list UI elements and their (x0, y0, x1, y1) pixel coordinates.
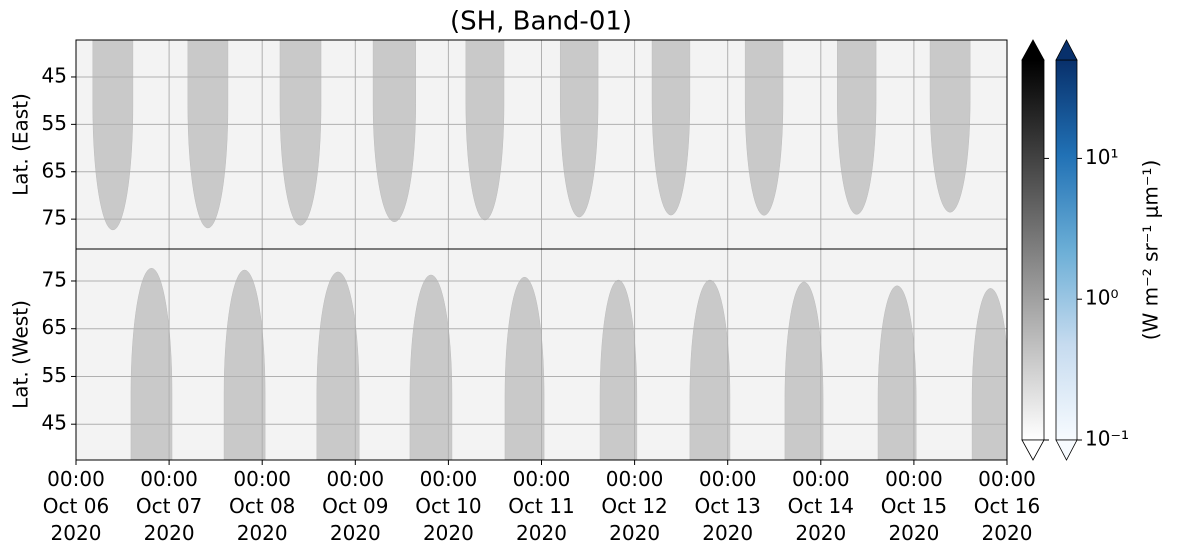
x-tick-label: 00:00 Oct 16 2020 (974, 467, 1040, 545)
x-tick-label-line: 00:00 (326, 467, 384, 491)
x-tick-label-line: Oct 08 (229, 494, 295, 518)
daylight-region (130, 268, 173, 460)
x-tick-label-line: Oct 12 (601, 494, 667, 518)
x-tick-label: 00:00 Oct 15 2020 (881, 467, 947, 545)
x-tick-label-line: 2020 (795, 521, 846, 545)
colorbar-tick-label: 10⁰ (1085, 286, 1118, 310)
x-tick-label: 00:00 Oct 10 2020 (415, 467, 481, 545)
daylight-region (599, 279, 638, 460)
x-tick-label-line: Oct 07 (136, 494, 202, 518)
y-tick-label: 65 (42, 315, 67, 339)
x-tick-label-line: 00:00 (140, 467, 198, 491)
y-tick-label: 55 (42, 111, 67, 135)
daylight-region (559, 40, 599, 218)
x-tick-label: 00:00 Oct 07 2020 (136, 467, 202, 545)
colorbar-tick-label: 10¹ (1085, 145, 1118, 169)
x-tick-label: 00:00 Oct 11 2020 (508, 467, 574, 545)
x-tick-label: 00:00 Oct 08 2020 (229, 467, 295, 545)
y-tick-label: 75 (42, 267, 67, 291)
x-tick-label-line: 2020 (423, 521, 474, 545)
y-tick-label: 75 (42, 206, 67, 230)
colorbar-extend-max (1021, 39, 1045, 61)
daylight-region (971, 287, 1007, 460)
x-tick-label-line: 00:00 (885, 467, 943, 491)
x-tick-label-line: 2020 (888, 521, 939, 545)
daylight-region (279, 40, 322, 225)
daylight-region (689, 279, 731, 460)
y-axis-label: Lat. (East) (9, 93, 33, 196)
x-tick-label-line: 00:00 (420, 467, 478, 491)
x-tick-label-line: 2020 (237, 521, 288, 545)
daylight-region (929, 40, 971, 213)
colorbar (1055, 59, 1078, 441)
x-tick-label-line: 2020 (51, 521, 102, 545)
x-tick-label: 00:00 Oct 14 2020 (788, 467, 854, 545)
x-tick-label-line: 2020 (516, 521, 567, 545)
x-tick-label-line: Oct 13 (695, 494, 761, 518)
daylight-region (877, 285, 917, 460)
x-tick-label-line: Oct 10 (415, 494, 481, 518)
daylight-region (92, 40, 134, 230)
colorbar-extend-min (1055, 439, 1078, 461)
x-tick-label: 00:00 Oct 09 2020 (322, 467, 388, 545)
daylight-region (504, 276, 545, 460)
y-tick-label: 45 (42, 63, 67, 87)
x-tick-label-line: 00:00 (978, 467, 1036, 491)
x-tick-label-line: 2020 (609, 521, 660, 545)
x-tick-label-line: 00:00 (699, 467, 757, 491)
x-tick-label-line: Oct 06 (43, 494, 109, 518)
x-tick-label-line: 2020 (702, 521, 753, 545)
x-tick-label-line: 00:00 (792, 467, 850, 491)
x-tick-label-line: 2020 (982, 521, 1033, 545)
y-axis-label: Lat. (West) (9, 300, 33, 409)
y-tick-label: 65 (42, 158, 67, 182)
x-tick-label-line: 00:00 (47, 467, 105, 491)
x-tick-label-line: Oct 14 (788, 494, 854, 518)
daylight-region (372, 40, 416, 222)
y-tick-label: 45 (42, 411, 67, 435)
daylight-region (837, 40, 877, 215)
colorbar-label: (W m⁻² sr⁻¹ μm⁻¹) (1139, 160, 1163, 341)
colorbar (1021, 59, 1045, 441)
x-tick-label-line: 00:00 (513, 467, 571, 491)
x-tick-label-line: 00:00 (233, 467, 291, 491)
colorbar-tick-label: 10⁻¹ (1085, 427, 1129, 451)
daylight-region (784, 282, 824, 460)
x-tick-label: 00:00 Oct 12 2020 (601, 467, 667, 545)
x-tick-label: 00:00 Oct 13 2020 (695, 467, 761, 545)
regions (130, 268, 1007, 460)
daylight-region (187, 40, 229, 229)
x-tick-label-line: Oct 09 (322, 494, 388, 518)
x-tick-label-line: Oct 15 (881, 494, 947, 518)
x-tick-label: 00:00 Oct 06 2020 (43, 467, 109, 545)
daylight-region (316, 272, 360, 460)
x-tick-label-line: 2020 (144, 521, 195, 545)
x-tick-label-line: 2020 (330, 521, 381, 545)
x-tick-label-line: Oct 16 (974, 494, 1040, 518)
chart-title: (SH, Band-01) (450, 7, 632, 37)
y-tick-label: 55 (42, 363, 67, 387)
daylight-region (223, 270, 266, 460)
x-tick-label-line: 00:00 (606, 467, 664, 491)
colorbar-extend-max (1055, 39, 1078, 61)
x-tick-label-line: Oct 11 (508, 494, 574, 518)
daylight-region (409, 275, 453, 460)
colorbar-extend-min (1021, 439, 1045, 461)
